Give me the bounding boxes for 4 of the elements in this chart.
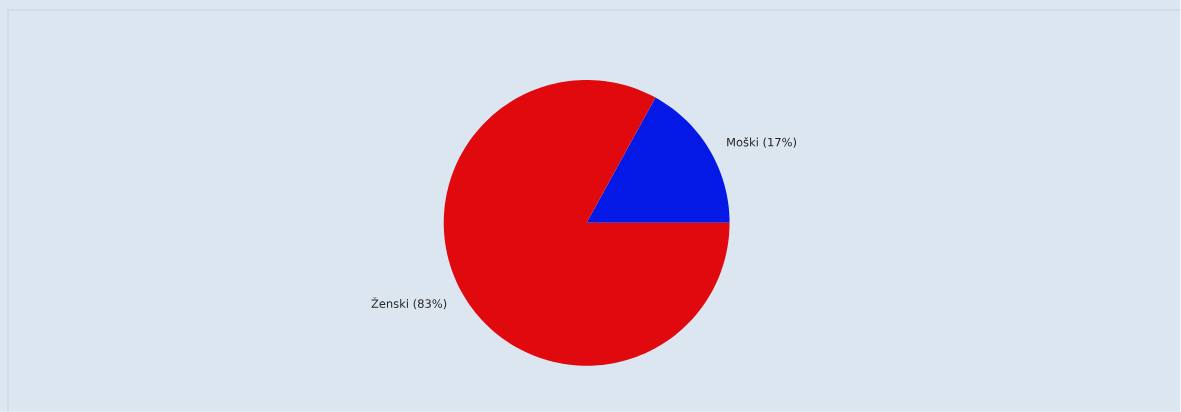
data-label: (17%) bbox=[763, 137, 797, 148]
slice-label: Ženski bbox=[371, 296, 408, 308]
slice-label: Moški bbox=[727, 136, 758, 147]
data-label: (83%) bbox=[413, 298, 447, 310]
